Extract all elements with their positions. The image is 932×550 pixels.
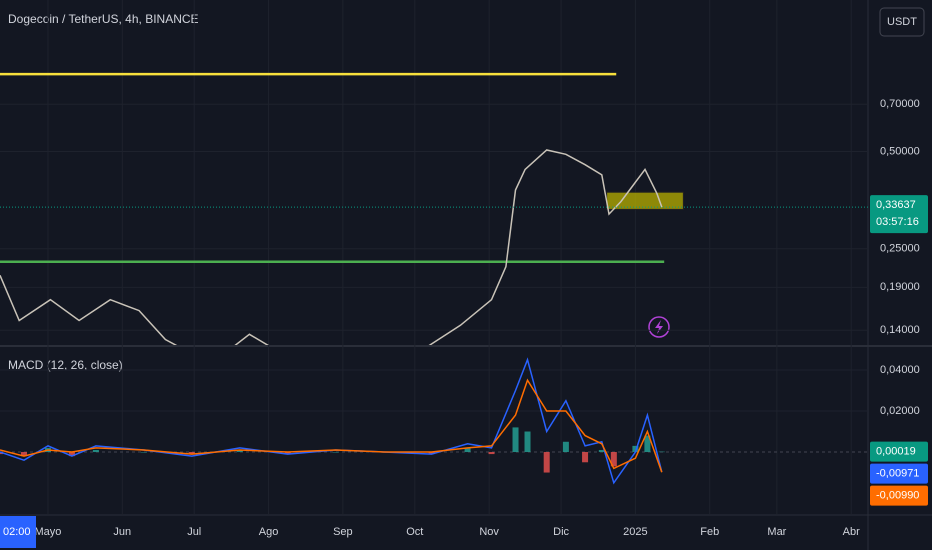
histogram-bar: [488, 452, 495, 455]
last-price-label: 0,33637: [876, 199, 916, 211]
last-value-label: 0,00019: [876, 446, 916, 458]
x-tick-label: Feb: [700, 526, 719, 538]
countdown-label: 03:57:16: [876, 216, 919, 228]
histogram-bar: [512, 427, 519, 453]
y-tick-label: 0,04000: [880, 364, 920, 376]
histogram-bar: [236, 449, 243, 453]
macd-line: [0, 357, 663, 485]
crosshair-label: 02:00: [3, 526, 31, 538]
histogram-bar: [543, 452, 550, 473]
x-tick-label: Sep: [333, 526, 353, 538]
histogram-bar: [598, 449, 605, 453]
last-value-label: -0,00990: [876, 490, 919, 502]
histogram-bar: [284, 452, 291, 455]
y-tick-label: 0,14000: [880, 324, 920, 336]
histogram-bar: [582, 452, 589, 463]
y-tick-label: 0,50000: [880, 145, 920, 157]
histogram-bar: [524, 431, 531, 453]
histogram-bar: [20, 452, 27, 457]
histogram-bar: [92, 449, 99, 453]
x-tick-label: Ago: [259, 526, 279, 538]
x-tick-label: Dic: [553, 526, 569, 538]
last-price-box: [870, 195, 928, 234]
histogram-bar: [332, 452, 339, 453]
x-tick-label: Jun: [113, 526, 131, 538]
last-value-box: [870, 485, 928, 506]
histogram-bar: [644, 435, 651, 453]
macd-group: [0, 357, 868, 485]
last-value-label: -0,00971: [876, 468, 919, 480]
currency-label[interactable]: USDT: [887, 16, 917, 28]
histogram-bar: [658, 451, 665, 453]
histogram-bar: [464, 447, 471, 453]
alert-bolt: [655, 320, 663, 334]
x-tick-label: Mar: [767, 526, 786, 538]
price-group: [0, 149, 663, 345]
histogram-bar: [68, 452, 75, 457]
alert-icon[interactable]: [648, 316, 670, 338]
price-line: [0, 149, 663, 345]
histogram-bar: [140, 452, 147, 453]
histogram-bar: [632, 445, 639, 453]
histogram-bar: [562, 441, 569, 453]
x-tick-label: Oct: [406, 526, 423, 538]
x-tick-label: Mayo: [35, 526, 62, 538]
x-tick-label: Jul: [187, 526, 201, 538]
indicator-title: MACD (12, 26, close): [8, 358, 123, 372]
y-tick-label: 0,02000: [880, 405, 920, 417]
y-tick-label: 0,70000: [880, 98, 920, 110]
currency-button[interactable]: [879, 7, 925, 37]
y-tick-label: 0,25000: [880, 243, 920, 255]
x-tick-label: 2025: [623, 526, 647, 538]
x-tick-label: Nov: [479, 526, 499, 538]
crosshair-box: [0, 516, 36, 548]
histogram-bar: [428, 452, 435, 455]
macd-line: [0, 378, 663, 473]
histogram-bar: [188, 452, 195, 455]
symbol-title: Dogecoin / TetherUS, 4h, BINANCE: [8, 12, 199, 26]
last-value-box: [870, 463, 928, 484]
x-tick-label: Abr: [843, 526, 860, 538]
histogram-bar: [610, 452, 617, 467]
last-value-box: [870, 441, 928, 462]
y-tick-label: 0,19000: [880, 281, 920, 293]
